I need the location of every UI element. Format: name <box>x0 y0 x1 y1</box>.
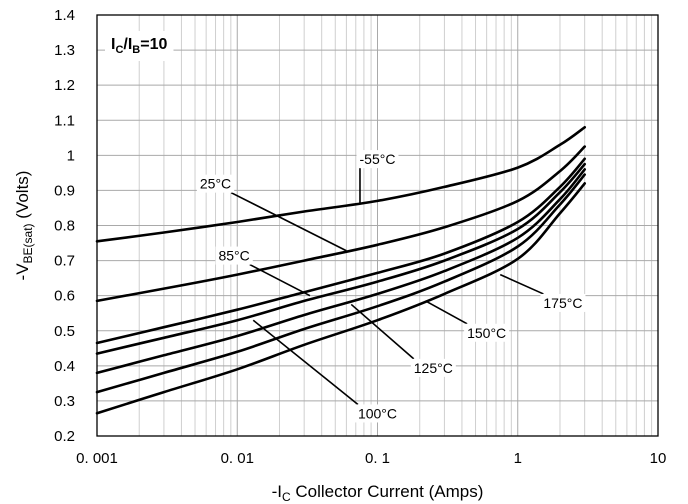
series-line <box>95 126 586 243</box>
series-label-background <box>410 358 456 377</box>
series-label: 25°C <box>200 176 231 192</box>
series-label: 125°C <box>414 360 453 376</box>
x-axis-title-sub: C <box>282 490 291 504</box>
x-axis-title: -IC Collector Current (Amps) <box>272 482 484 504</box>
y-tick-label: 0.7 <box>54 253 75 270</box>
curves <box>95 126 586 415</box>
series-label: 150°C <box>467 325 506 341</box>
series-label-background <box>540 293 586 312</box>
y-tick-label: 0.2 <box>54 428 75 445</box>
leader-line <box>230 191 347 252</box>
series-label-background <box>196 174 235 193</box>
series-label: 85°C <box>218 248 249 264</box>
plot-frame <box>96 14 659 437</box>
y-tick-label: 1.3 <box>54 42 75 59</box>
series-line <box>95 168 586 375</box>
y-tick-label: 0.3 <box>54 393 75 410</box>
leader-line <box>499 273 544 295</box>
y-tick-label: 0.5 <box>54 323 75 340</box>
series-line <box>95 182 586 415</box>
y-axis-title: -VBE(sat) (Volts) <box>13 171 35 281</box>
y-axis-title-prefix: -V <box>13 263 32 281</box>
series-label-background <box>215 246 253 265</box>
condition-background <box>105 31 174 61</box>
series-label-background <box>354 404 401 423</box>
condition-main: I <box>111 36 115 53</box>
x-tick-label: 0. 01 <box>221 450 254 467</box>
x-tick-labels: 0. 001 0. 01 0. 1 1 10 <box>76 450 666 467</box>
y-tick-label: 1.1 <box>54 112 75 129</box>
leader-line <box>350 303 415 360</box>
series-label: 175°C <box>543 295 582 311</box>
condition-sub-b: B <box>132 44 140 56</box>
series-label-background <box>356 150 399 169</box>
curve-labels: -55°C 25°C 85°C 100°C 125°C 150°C 175°C <box>196 150 586 423</box>
series-label: -55°C <box>360 151 396 167</box>
condition-label: IC/IB=10 <box>111 36 167 56</box>
y-axis-title-rest: (Volts) <box>13 171 32 224</box>
series-label: 100°C <box>358 405 397 421</box>
x-tick-label: 0. 1 <box>365 450 390 467</box>
y-tick-label: 0.6 <box>54 288 75 305</box>
leader-line <box>425 300 468 325</box>
x-axis-title-prefix: -I <box>272 482 282 501</box>
condition-slash: /I <box>123 36 132 53</box>
series-label-background <box>464 323 510 342</box>
y-tick-labels: 0.2 0.3 0.4 0.5 0.6 0.7 0.8 0.9 1 1.1 1.2 1.3 1.4 <box>54 7 75 445</box>
y-tick-label: 1.2 <box>54 77 75 94</box>
series-line <box>95 157 586 345</box>
x-tick-label: 10 <box>650 450 667 467</box>
y-tick-label: 0.4 <box>54 358 75 375</box>
y-tick-label: 1.4 <box>54 7 75 24</box>
condition-sub-c: C <box>115 44 123 56</box>
x-tick-label: 0. 001 <box>76 450 118 467</box>
x-tick-label: 1 <box>514 450 522 467</box>
leader-line <box>252 319 359 406</box>
leader-line <box>249 263 311 297</box>
y-tick-label: 1 <box>67 147 75 164</box>
series-line <box>95 173 586 394</box>
y-axis-title-sub: BE(sat) <box>21 223 35 263</box>
label-leaders <box>230 168 544 406</box>
condition-box: IC/IB=10 <box>105 31 174 61</box>
series-line <box>95 162 586 355</box>
x-axis-title-rest: Collector Current (Amps) <box>291 482 484 501</box>
y-tick-label: 0.9 <box>54 182 75 199</box>
series-line <box>95 145 586 303</box>
condition-rest: =10 <box>140 36 167 53</box>
y-tick-label: 0.8 <box>54 218 75 235</box>
